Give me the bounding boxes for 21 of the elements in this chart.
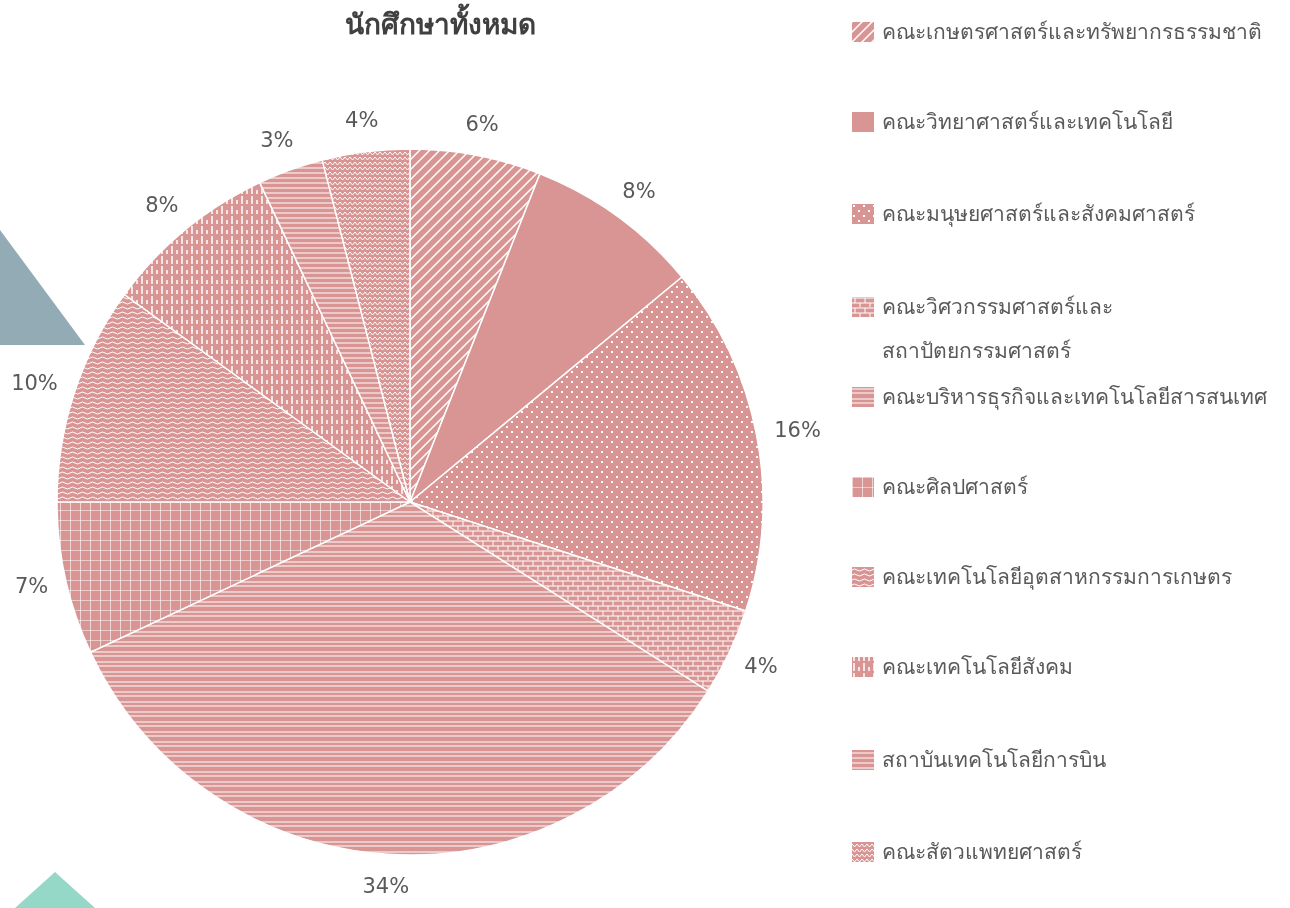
data-label: 34%	[362, 874, 410, 899]
data-label: 7%	[14, 573, 49, 598]
chart-title: นักศึกษาทั้งหมด	[344, 3, 536, 41]
legend-label: คณะสัตวแพทยศาสตร์	[882, 839, 1083, 866]
legend-label: คณะเกษตรศาสตร์และทรัพยากรธรรมชาติ	[882, 19, 1263, 46]
legend-label: คณะศิลปศาสตร์	[882, 474, 1029, 501]
data-label: 8%	[622, 178, 656, 203]
legend-label: คณะวิทยาศาสตร์และเทคโนโลยี	[882, 109, 1174, 136]
legend-label: คณะเทคโนโลยีอุตสาหกรรมการเกษตร	[882, 564, 1233, 592]
legend-label: คณะมนุษยศาสตร์และสังคมศาสตร์	[882, 201, 1196, 229]
legend-label: คณะเทคโนโลยีสังคม	[882, 654, 1074, 681]
legend-label: สถาบันเทคโนโลยีการบิน	[882, 747, 1107, 774]
data-label: 16%	[774, 417, 821, 442]
data-label: 4%	[744, 653, 778, 678]
data-label: 10%	[11, 371, 58, 396]
data-label: 4%	[345, 108, 379, 133]
legend-label: คณะบริหารธุรกิจและเทคโนโลยีสารสนเทศ	[882, 384, 1268, 412]
data-label: 8%	[145, 193, 179, 218]
data-label: 3%	[260, 127, 294, 152]
legend-label: คณะวิศวกรรมศาสตร์และสถาปัตยกรรมศาสตร์	[882, 294, 1114, 365]
data-label: 6%	[465, 111, 499, 136]
